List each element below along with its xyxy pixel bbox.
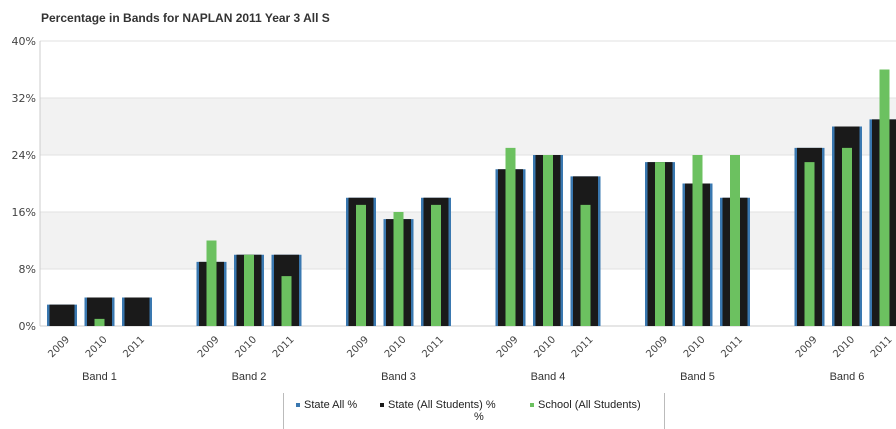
legend-item-state-all-students[interactable]: State (All Students) %	[380, 399, 496, 411]
x-tick-label: 2011	[869, 334, 895, 360]
legend-swatch-state-all	[296, 403, 300, 408]
x-tick-label: 2010	[233, 334, 259, 360]
bar-school	[281, 276, 292, 326]
legend-label-wrap: %	[474, 411, 484, 423]
bar-school	[655, 162, 665, 326]
x-tick-label: 2011	[570, 334, 596, 360]
bar-school	[94, 318, 105, 326]
legend-item-school[interactable]: School (All Students)	[530, 399, 641, 411]
x-tick-label: 2009	[345, 334, 371, 360]
y-tick-label: 16%	[12, 206, 36, 219]
x-tick-label: 2010	[383, 334, 409, 360]
legend-swatch-state-all-students	[380, 403, 384, 408]
legend-label-school: School (All Students)	[538, 399, 641, 411]
grid-band	[40, 212, 896, 269]
x-tick-label: 2009	[196, 334, 222, 360]
x-tick-label: 2010	[831, 334, 857, 360]
band-label: Band 3	[381, 371, 416, 383]
legend-label-state-all: State All %	[304, 399, 358, 411]
band-label: Band 5	[680, 371, 715, 383]
chart-title: Percentage in Bands for NAPLAN 2011 Year…	[41, 11, 330, 25]
legend-swatch-school	[530, 403, 534, 408]
bar-school	[206, 240, 217, 326]
bar-school	[580, 204, 591, 326]
x-tick-label: 2011	[719, 334, 745, 360]
x-tick-label: 2011	[420, 334, 446, 360]
bar-school	[879, 69, 890, 326]
y-tick-label: 8%	[19, 263, 36, 276]
bar-school	[244, 254, 254, 326]
bar-state-all-students	[124, 297, 150, 326]
legend-label-state-all-students: State (All Students) %	[388, 399, 496, 411]
bar-chart: 0% 8% 16% 24% 32% 40% 2009 2010 2011 Band 1 2009 20…	[12, 35, 896, 383]
legend-item-state-all[interactable]: State All %	[296, 399, 357, 411]
band-label: Band 1	[82, 371, 117, 383]
y-tick-label: 40%	[12, 35, 36, 48]
bar-school	[393, 212, 404, 326]
x-tick-label: 2009	[644, 334, 670, 360]
bar-school	[730, 155, 740, 326]
band-label: Band 4	[531, 371, 566, 383]
bar-school	[692, 155, 703, 326]
y-tick-label: 24%	[12, 149, 36, 162]
grid-band	[40, 155, 896, 212]
y-tick-label: 0%	[19, 320, 36, 333]
bar-school	[804, 162, 815, 326]
bar-school	[356, 204, 366, 326]
legend: State All % State (All Students) % Schoo…	[283, 393, 665, 429]
x-tick-label: 2009	[46, 334, 72, 360]
bar-school	[431, 204, 441, 326]
x-tick-label: 2011	[121, 334, 147, 360]
grid-band	[40, 269, 896, 326]
x-tick-label: 2011	[271, 334, 297, 360]
bar-school	[842, 147, 852, 326]
bar-school	[505, 147, 516, 326]
x-tick-label: 2010	[682, 334, 708, 360]
bar-school	[543, 155, 553, 326]
x-tick-label: 2009	[794, 334, 820, 360]
band-label: Band 6	[830, 371, 865, 383]
band-label: Band 2	[232, 371, 267, 383]
bar-state-all-students	[49, 304, 75, 326]
x-tick-label: 2010	[84, 334, 110, 360]
grid-band	[40, 98, 896, 155]
x-tick-label: 2010	[532, 334, 558, 360]
grid-band	[40, 41, 896, 98]
x-tick-label: 2009	[495, 334, 521, 360]
y-tick-label: 32%	[12, 92, 36, 105]
